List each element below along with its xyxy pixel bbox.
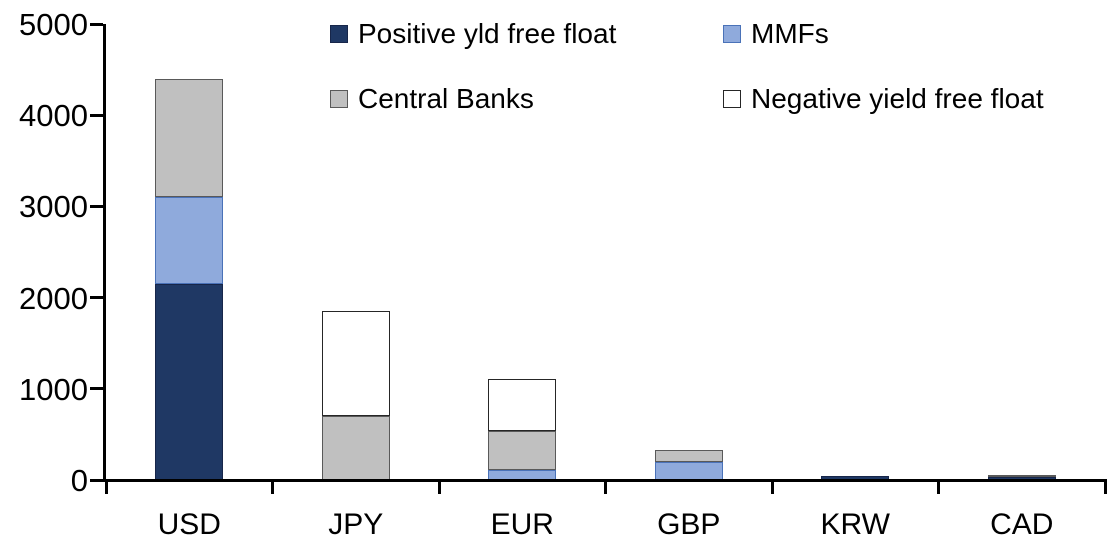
legend-item-mmfs: MMFs <box>723 20 829 48</box>
legend-label: Central Banks <box>358 83 534 114</box>
legend-label: Negative yield free float <box>751 83 1044 114</box>
legend-label: Positive yld free float <box>358 18 617 49</box>
x-axis-tick <box>271 481 274 494</box>
legend-swatch-icon <box>723 25 741 43</box>
bar-segment-EUR-central-banks <box>488 430 557 470</box>
x-axis-category-label: GBP <box>657 508 721 541</box>
y-axis-tick <box>90 387 103 391</box>
x-axis-category-label: EUR <box>490 508 554 541</box>
bar-segment-CAD-central-banks <box>987 474 1056 478</box>
y-axis-tick <box>90 204 103 208</box>
y-axis-tick-label: 1000 <box>19 371 88 407</box>
bar-segment-JPY-negative-yield-free-float <box>321 311 390 417</box>
x-axis-category-label: KRW <box>820 508 890 541</box>
x-axis-line <box>103 478 1107 482</box>
y-axis-tick <box>90 113 103 117</box>
legend-swatch-icon <box>330 25 348 43</box>
y-axis-tick <box>90 478 103 482</box>
y-axis-tick-label: 4000 <box>19 98 88 134</box>
bar-segment-USD-central-banks <box>155 78 224 198</box>
bar-segment-USD-positive-yld-free-float <box>155 283 224 480</box>
y-axis-line <box>103 24 106 481</box>
bar-segment-USD-mmfs <box>155 197 224 284</box>
x-axis-category-label: USD <box>157 508 221 541</box>
legend-item-positive-yld-free-float: Positive yld free float <box>330 20 616 48</box>
y-axis-tick-label: 2000 <box>19 280 88 316</box>
legend-item-central-banks: Central Banks <box>330 85 534 113</box>
x-axis-tick <box>604 481 607 494</box>
bar-segment-JPY-central-banks <box>321 416 390 480</box>
x-axis-tick <box>1103 481 1107 494</box>
x-axis-tick <box>770 481 774 494</box>
bar-segment-GBP-central-banks <box>654 449 723 462</box>
bar-segment-EUR-negative-yield-free-float <box>488 378 557 431</box>
y-axis-tick-label: 3000 <box>19 189 88 225</box>
x-axis-tick <box>104 481 108 494</box>
legend-label: MMFs <box>751 18 829 49</box>
legend-item-negative-yield-free-float: Negative yield free float <box>723 85 1044 113</box>
legend-swatch-icon <box>723 90 741 108</box>
y-axis-tick <box>90 296 103 300</box>
x-axis-category-label: CAD <box>990 508 1054 541</box>
x-axis-tick <box>437 481 441 494</box>
y-axis-tick <box>90 22 103 26</box>
x-axis-category-label: JPY <box>328 508 384 541</box>
bar-segment-GBP-mmfs <box>654 461 723 480</box>
y-axis-tick-label: 0 <box>70 463 88 498</box>
x-axis-tick <box>937 481 940 494</box>
legend-swatch-icon <box>330 90 348 108</box>
y-axis-tick-label: 5000 <box>19 7 88 42</box>
